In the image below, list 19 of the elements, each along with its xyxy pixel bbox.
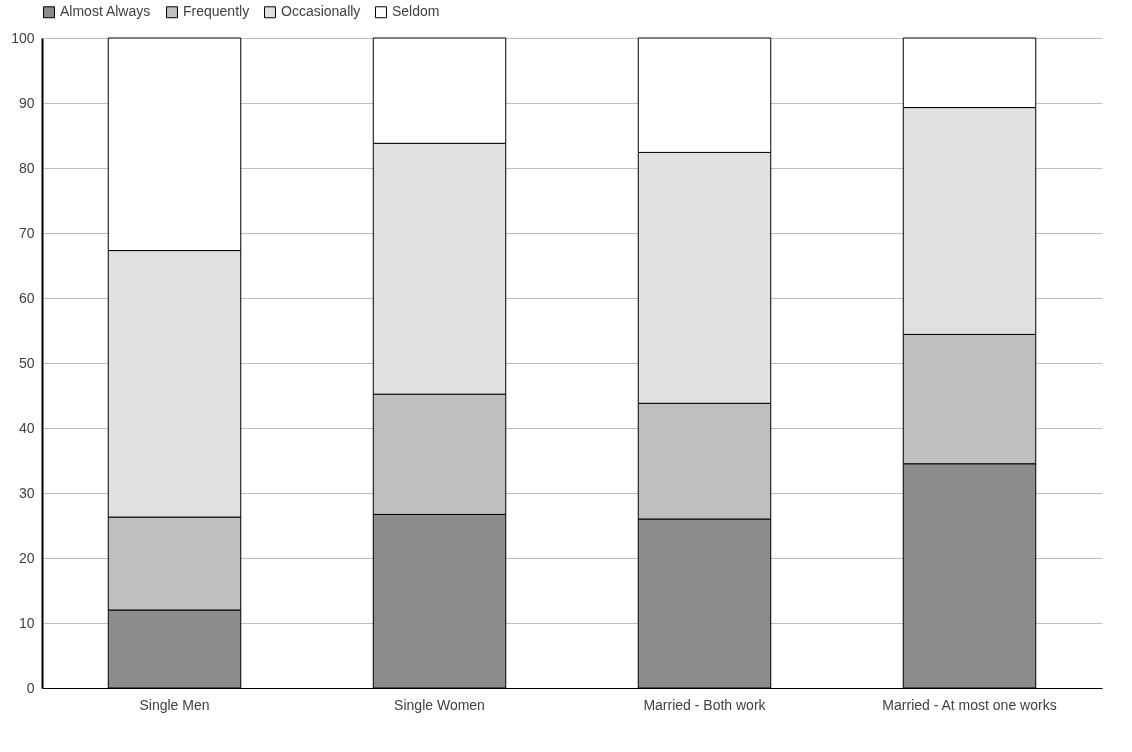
legend-label: Almost Always — [60, 3, 151, 20]
x-tick-label: Married - At most one works — [882, 696, 1057, 713]
y-tick-label: 90 — [18, 94, 35, 111]
y-tick-label: 30 — [18, 484, 35, 501]
y-tick-label: 50 — [18, 354, 35, 371]
legend-label: Seldom — [392, 3, 440, 20]
x-tick-label: Single Men — [139, 696, 210, 713]
y-tick-label: 40 — [18, 419, 35, 436]
x-tick-label: Married - Both work — [643, 696, 767, 713]
y-tick-label: 0 — [26, 679, 35, 696]
y-tick-label: 80 — [18, 159, 35, 176]
x-tick-label: Single Women — [394, 696, 485, 713]
y-tick-label: 70 — [18, 224, 35, 241]
y-tick-label: 100 — [11, 29, 35, 46]
legend-label: Frequently — [183, 3, 250, 20]
y-tick-label: 10 — [18, 614, 35, 631]
y-tick-label: 60 — [18, 289, 35, 306]
legend-label: Occasionally — [281, 3, 361, 20]
y-tick-label: 20 — [18, 549, 35, 566]
